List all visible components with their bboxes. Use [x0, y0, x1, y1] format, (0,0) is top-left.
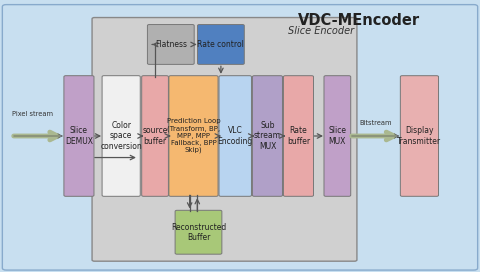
FancyBboxPatch shape — [283, 76, 313, 196]
FancyBboxPatch shape — [142, 76, 168, 196]
Text: Bitstream: Bitstream — [360, 119, 392, 126]
Text: Slice
MUX: Slice MUX — [328, 126, 347, 146]
Text: Rate
buffer: Rate buffer — [287, 126, 310, 146]
FancyBboxPatch shape — [400, 76, 439, 196]
Text: Pixel stream: Pixel stream — [12, 112, 53, 118]
FancyBboxPatch shape — [198, 24, 244, 64]
Text: Rate control: Rate control — [197, 40, 244, 49]
Text: Slice Encoder: Slice Encoder — [288, 26, 354, 36]
FancyBboxPatch shape — [252, 76, 282, 196]
Text: Slice
DEMUX: Slice DEMUX — [65, 126, 93, 146]
FancyBboxPatch shape — [219, 76, 252, 196]
Text: Prediction Loop
(Transform, BP,
MPP, MPP
Fallback, BPP
Skip): Prediction Loop (Transform, BP, MPP, MPP… — [167, 119, 220, 153]
FancyBboxPatch shape — [324, 76, 351, 196]
FancyBboxPatch shape — [92, 17, 357, 261]
Text: Sub
stream
MUX: Sub stream MUX — [254, 121, 281, 151]
Text: Reconstructed
Buffer: Reconstructed Buffer — [171, 222, 226, 242]
FancyBboxPatch shape — [175, 210, 222, 254]
Text: VLC
Encoding: VLC Encoding — [217, 126, 253, 146]
Text: VDC-MEncoder: VDC-MEncoder — [298, 13, 420, 28]
FancyBboxPatch shape — [102, 76, 140, 196]
Text: Flatness: Flatness — [155, 40, 187, 49]
Text: Display
Transmitter: Display Transmitter — [397, 126, 442, 146]
Text: Color
space
conversion: Color space conversion — [100, 121, 142, 151]
FancyBboxPatch shape — [169, 76, 218, 196]
FancyBboxPatch shape — [64, 76, 94, 196]
FancyBboxPatch shape — [2, 5, 478, 270]
FancyBboxPatch shape — [147, 24, 194, 64]
Text: source
buffer: source buffer — [143, 126, 168, 146]
